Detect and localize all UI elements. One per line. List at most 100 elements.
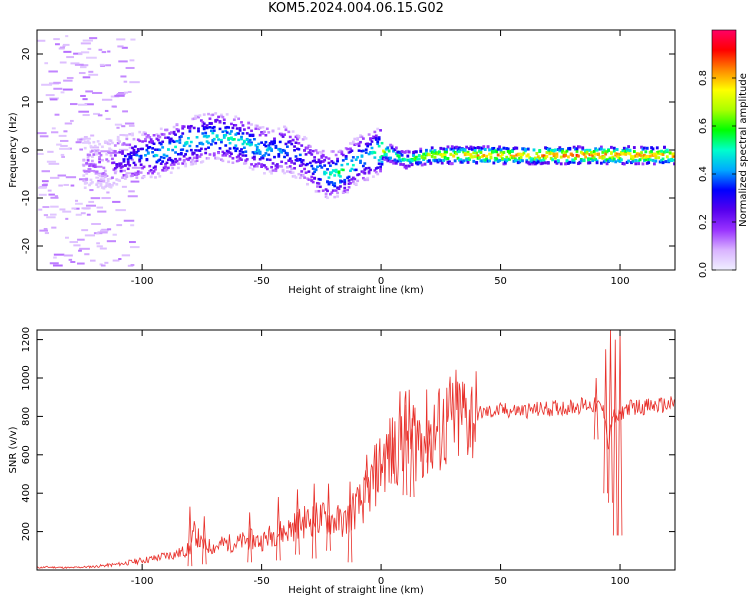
heatmap-cell <box>122 143 126 146</box>
heatmap-cell <box>258 150 262 154</box>
heatmap-cell <box>572 160 576 164</box>
heatmap-cell <box>313 159 317 162</box>
heatmap-cell <box>422 157 425 161</box>
heatmap-cell <box>221 115 225 119</box>
heatmap-cell <box>132 148 136 152</box>
heatmap-cell <box>156 172 160 175</box>
heatmap-cell <box>506 149 510 153</box>
heatmap-cell <box>327 161 331 165</box>
heatmap-cell <box>539 159 543 163</box>
heatmap-cell <box>425 148 428 152</box>
heatmap-cell <box>158 158 162 162</box>
heatmap-cell <box>172 130 176 134</box>
heatmap-cell <box>135 171 139 175</box>
heatmap-cell <box>287 159 291 162</box>
heatmap-cell <box>112 161 116 164</box>
heatmap-cell <box>238 129 242 132</box>
heatmap-cell <box>307 151 311 154</box>
heatmap-cell <box>227 137 231 140</box>
heatmap-cell <box>410 159 414 163</box>
heatmap-cell <box>283 125 286 129</box>
heatmap-cell <box>324 156 328 159</box>
heatmap-cell <box>93 149 97 152</box>
heatmap-cell <box>158 141 162 145</box>
heatmap-cell <box>271 169 275 172</box>
heatmap-cell <box>248 166 252 169</box>
heatmap-cell <box>518 160 522 164</box>
heatmap-cell <box>400 158 404 162</box>
heatmap-noise-cell <box>82 98 88 101</box>
heatmap-noise-cell <box>44 232 49 235</box>
heatmap-cell <box>218 147 222 150</box>
heatmap-cell <box>347 186 351 189</box>
heatmap-cell <box>189 163 193 166</box>
heatmap-cell <box>138 158 142 161</box>
heatmap-cell <box>99 178 103 181</box>
heatmap-cell <box>521 159 524 163</box>
heatmap-cell <box>234 115 238 118</box>
heatmap-cell <box>479 149 483 153</box>
heatmap-cell <box>156 159 160 162</box>
heatmap-cell <box>479 151 483 155</box>
heatmap-cell <box>595 161 599 165</box>
heatmap-cell <box>263 172 266 175</box>
heatmap-cell <box>253 137 256 141</box>
heatmap-cell <box>267 131 271 134</box>
heatmap-cell <box>111 161 114 165</box>
heatmap-cell <box>182 159 186 162</box>
heatmap-cell <box>621 162 625 166</box>
heatmap-cell <box>499 148 503 152</box>
heatmap-cell <box>615 152 619 156</box>
heatmap-cell <box>631 159 635 163</box>
heatmap-cell <box>548 149 552 153</box>
heatmap-cell <box>607 149 610 153</box>
heatmap-cell <box>482 153 486 157</box>
heatmap-cell <box>559 148 563 152</box>
heatmap-cell <box>306 162 309 166</box>
heatmap-cell <box>453 146 457 150</box>
heatmap-cell <box>611 159 615 163</box>
heatmap-cell <box>665 148 669 152</box>
heatmap-cell <box>327 176 331 179</box>
heatmap-cell <box>271 129 275 132</box>
heatmap-cell <box>417 161 421 165</box>
heatmap-cell <box>307 178 311 181</box>
heatmap-noise-cell <box>116 126 120 129</box>
heatmap-cell <box>587 158 590 162</box>
heatmap-cell <box>548 152 552 156</box>
heatmap-cell <box>268 158 272 162</box>
heatmap-cell <box>561 148 565 152</box>
heatmap-cell <box>227 160 231 164</box>
heatmap-cell <box>118 179 122 182</box>
heatmap-noise-cell <box>114 94 125 97</box>
heatmap-noise-cell <box>58 47 65 50</box>
heatmap-cell <box>376 127 380 131</box>
heatmap-cell <box>479 159 483 163</box>
heatmap-noise-cell <box>65 217 69 220</box>
heatmap-cell <box>304 171 308 174</box>
heatmap-noise-cell <box>106 191 110 194</box>
heatmap-cell <box>311 159 315 163</box>
heatmap-cell <box>647 158 651 162</box>
heatmap-cell <box>356 136 360 140</box>
heatmap-cell <box>376 140 380 144</box>
heatmap-cell <box>492 146 496 150</box>
heatmap-cell <box>313 177 317 180</box>
heatmap-cell <box>377 136 381 139</box>
heatmap-cell <box>671 152 675 156</box>
heatmap-cell <box>536 160 540 164</box>
heatmap-cell <box>522 147 526 151</box>
heatmap-cell <box>86 153 90 157</box>
spectrogram-heatmap <box>37 35 675 267</box>
heatmap-cell <box>508 150 512 154</box>
heatmap-cell <box>184 162 187 166</box>
heatmap-cell <box>288 170 292 174</box>
heatmap-cell <box>201 124 205 128</box>
heatmap-cell <box>634 162 638 166</box>
heatmap-noise-cell <box>125 66 135 69</box>
heatmap-cell <box>460 160 464 164</box>
heatmap-noise-cell <box>66 76 74 79</box>
heatmap-cell <box>108 139 112 142</box>
snr-spike <box>603 349 609 494</box>
heatmap-cell <box>320 160 324 163</box>
